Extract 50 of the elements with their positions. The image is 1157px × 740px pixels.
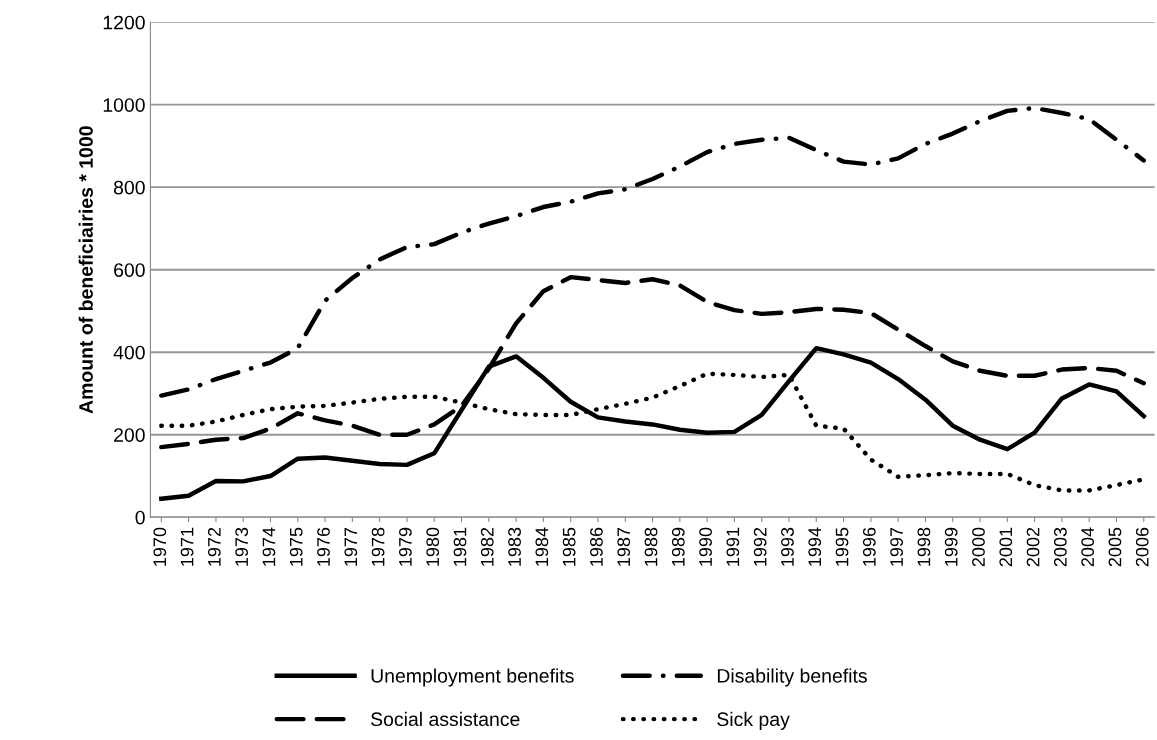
x-tick-label: 1990	[699, 527, 712, 566]
x-tick-label: 1971	[180, 527, 194, 566]
x-tick-label: 1995	[835, 527, 849, 566]
legend-label: Unemployment benefits	[371, 668, 574, 687]
y-tick-label: 1200	[103, 15, 145, 30]
x-tick-label: 1977	[344, 527, 358, 566]
legend-label: Disability benefits	[717, 668, 867, 687]
x-tick-label: 1979	[399, 527, 412, 566]
x-tick-label: 1992	[753, 527, 767, 566]
x-tick-label: 2003	[1053, 527, 1067, 567]
x-tick-label: 1993	[781, 527, 794, 566]
legend-label: Social assistance	[371, 711, 520, 727]
y-tick-label: 1000	[103, 98, 145, 112]
x-tick-label: 1981	[453, 527, 467, 566]
x-tick-label: 1996	[862, 527, 876, 566]
x-tick-label: 1984	[535, 527, 549, 566]
legend-label: Sick pay	[717, 711, 790, 730]
x-tick-label: 1974	[262, 527, 276, 566]
x-tick-label: 2004	[1081, 527, 1095, 567]
x-tick-label: 1997	[890, 527, 904, 566]
x-tick-label: 1982	[480, 527, 494, 566]
y-axis-title: Amount of beneficiairies * 1000	[78, 126, 93, 414]
x-tick-label: 1983	[508, 527, 521, 566]
y-tick-label: 400	[113, 345, 145, 360]
x-tick-label: 2005	[1108, 527, 1122, 567]
x-tick-label: 1994	[808, 527, 822, 566]
x-tick-label: 1999	[944, 527, 958, 566]
x-tick-label: 1991	[726, 527, 740, 566]
x-tick-label: 1975	[289, 527, 303, 566]
x-tick-label: 1972	[207, 527, 221, 566]
x-tick-label: 2001	[999, 527, 1013, 567]
x-tick-label: 1985	[562, 527, 576, 566]
y-tick-label: 600	[114, 263, 145, 277]
x-tick-label: 1987	[617, 527, 631, 566]
x-tick-label: 1998	[917, 527, 931, 566]
x-tick-label: 1980	[426, 527, 440, 566]
x-tick-label: 1973	[235, 527, 249, 566]
y-tick-label: 0	[135, 510, 145, 525]
x-tick-label: 2006	[1135, 527, 1149, 567]
x-tick-label: 1988	[644, 527, 658, 566]
x-tick-label: 2002	[1026, 527, 1040, 567]
y-tick-label: 200	[114, 428, 145, 442]
x-tick-label: 1986	[590, 527, 603, 566]
line-series	[159, 105, 1146, 398]
x-tick-label: 1989	[671, 527, 685, 566]
x-tick-label: 1976	[317, 527, 330, 566]
x-tick-label: 1970	[153, 527, 167, 566]
y-tick-label: 800	[113, 180, 145, 195]
x-tick-label: 2000	[972, 527, 985, 567]
x-tick-label: 1978	[371, 527, 385, 566]
